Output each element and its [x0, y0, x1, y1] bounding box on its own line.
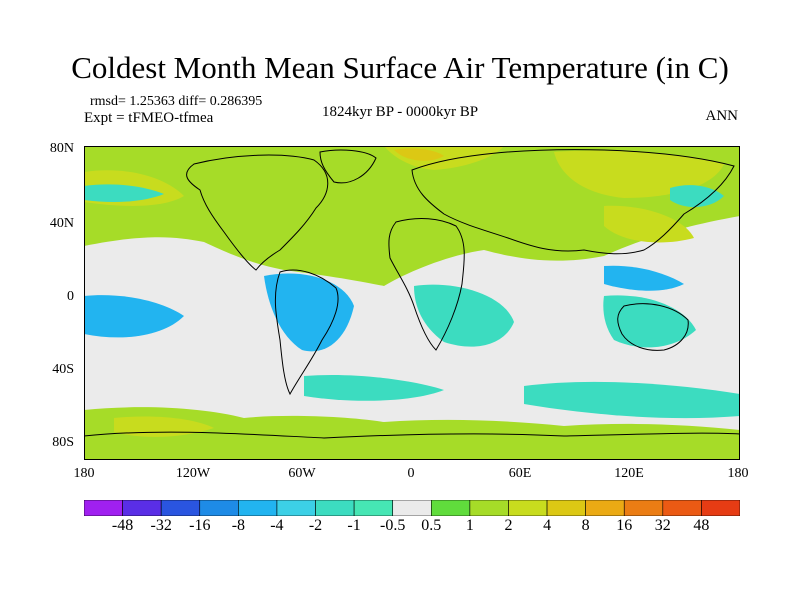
map-frame	[84, 146, 740, 460]
anomaly-warm-antarctic	[84, 407, 740, 460]
colorbar-tick-label: -4	[270, 517, 284, 534]
colorbar-tick-label: 32	[654, 517, 671, 534]
colorbar-tick-label: 0.5	[421, 517, 442, 534]
anomaly-warm-patch-asia	[604, 205, 694, 243]
anomaly-cool-africa	[414, 284, 514, 347]
colorbar-tick-label: 1	[465, 517, 474, 534]
colorbar-swatch	[276, 500, 316, 516]
coast-australia	[617, 303, 689, 351]
colorbar-swatch	[84, 500, 123, 516]
anomaly-hot-patch-north	[394, 148, 444, 161]
colorbar-swatch	[353, 500, 394, 516]
colorbar-swatch	[469, 500, 509, 516]
colorbar-swatch	[623, 500, 664, 516]
anomaly-cool-north-pacific	[84, 184, 164, 202]
colorbar-tick-label: 2	[504, 517, 513, 534]
colorbar-tick-label: 8	[581, 517, 590, 534]
colorbar-tick-label: -2	[308, 517, 323, 534]
lat-label-40n: 40N	[49, 216, 74, 231]
figure-title: Coldest Month Mean Surface Air Temperatu…	[71, 50, 729, 85]
colorbar-tick-label: -0.5	[380, 517, 406, 534]
colorbar-swatch	[662, 500, 702, 516]
colorbar-swatch	[238, 500, 278, 516]
coast-south-america	[274, 269, 339, 396]
coast-north-america	[186, 154, 329, 271]
anomaly-cool-southern-ocean-e	[524, 381, 740, 419]
lat-label-80n: 80N	[49, 141, 74, 156]
lon-label-60e: 60E	[508, 466, 532, 481]
anomaly-cool-south-atlantic	[304, 374, 444, 401]
lon-label-120w: 120W	[175, 466, 211, 481]
lon-label-60w: 60W	[288, 466, 316, 481]
rmsd-stats: rmsd= 1.25363 diff= 0.286395	[90, 94, 263, 109]
lat-label-80s: 80S	[52, 435, 74, 450]
anomaly-cool-australia	[603, 295, 696, 348]
colorbar-swatch	[546, 500, 586, 516]
colorbar-swatch	[199, 500, 239, 516]
colorbar-swatch	[392, 500, 432, 516]
coast-antarctica	[84, 431, 740, 439]
period-subtitle: 1824kyr BP - 0000kyr BP	[321, 104, 479, 120]
lon-label-180w: 180	[73, 466, 95, 481]
colorbar-swatch	[585, 500, 625, 516]
colorbar-tick-label: 48	[693, 517, 710, 534]
experiment-label: Expt = tFMEO-tfmea	[84, 110, 214, 126]
colorbar-tick-label: -8	[231, 517, 246, 534]
anomaly-cool-japan	[670, 185, 724, 208]
lat-label-40s: 40S	[52, 362, 74, 377]
colorbar-tick-label: 4	[543, 517, 552, 534]
anomaly-cool-indonesia	[604, 265, 684, 291]
anomaly-cold-east-pacific	[84, 295, 184, 338]
colorbar-tick-label: -32	[150, 517, 172, 534]
colorbar-swatch	[315, 500, 355, 516]
coast-greenland	[319, 149, 377, 184]
colorbar-swatch	[701, 500, 740, 516]
coast-eurasia	[411, 149, 735, 255]
colorbar	[84, 500, 740, 516]
colorbar-tick-label: -16	[189, 517, 211, 534]
lon-label-120e: 120E	[614, 466, 644, 481]
colorbar-tick-label: 16	[616, 517, 633, 534]
colorbar-swatch	[508, 500, 548, 516]
lat-label-0: 0	[67, 289, 74, 304]
coastlines	[84, 149, 740, 439]
anomaly-cold-south-america	[264, 273, 354, 352]
coast-africa	[388, 218, 465, 351]
colorbar-tick-label: -48	[111, 517, 134, 534]
colorbar-tick-label: -1	[347, 517, 361, 534]
colorbar-swatch	[430, 500, 471, 516]
lon-label-0: 0	[407, 466, 415, 481]
temperature-anomaly-map	[84, 146, 740, 460]
lon-label-180e: 180	[727, 466, 749, 481]
season-label: ANN	[705, 108, 739, 124]
colorbar-swatch	[122, 500, 162, 516]
colorbar-swatch	[160, 500, 201, 516]
